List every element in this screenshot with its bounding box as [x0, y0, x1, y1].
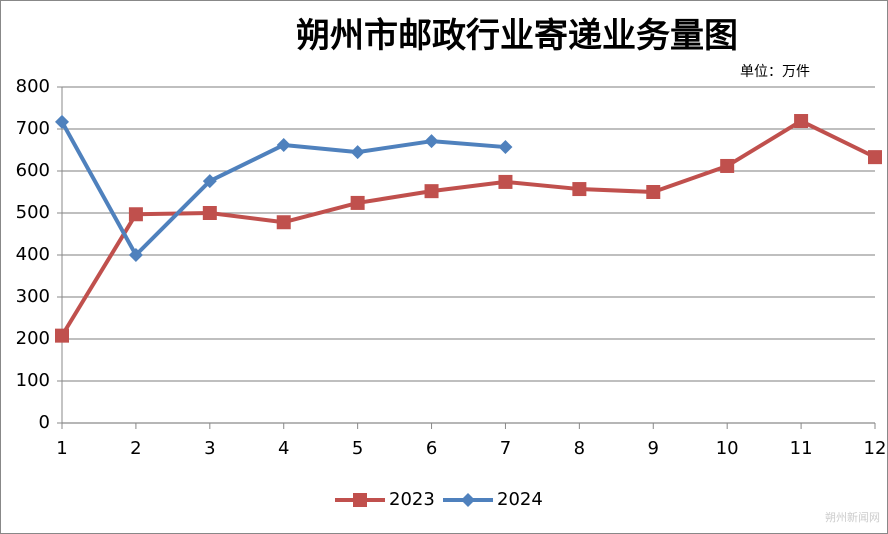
x-tick-label: 10: [716, 438, 739, 459]
x-tick-label: 6: [426, 438, 437, 459]
point: [128, 248, 143, 262]
point: [276, 137, 291, 152]
point: [350, 145, 365, 160]
point: [868, 150, 882, 165]
x-tick-label: 5: [352, 438, 363, 459]
point: [498, 174, 513, 189]
y-tick-label: 800: [16, 76, 50, 97]
point: [794, 114, 809, 129]
x-tick-label: 2: [130, 438, 141, 459]
y-tick-label: 500: [16, 202, 50, 223]
y-tick-label: 200: [16, 328, 50, 349]
y-tick-label: 600: [16, 160, 50, 181]
x-tick-label: 4: [278, 438, 289, 459]
legend-label: 2023: [389, 489, 435, 510]
x-tick-label: 8: [574, 438, 585, 459]
y-tick-label: 300: [16, 286, 50, 307]
x-tick-label: 11: [790, 438, 813, 459]
point: [202, 206, 217, 220]
line: [60, 119, 876, 337]
y-tick-label: 400: [16, 244, 50, 265]
legend-marker: [353, 493, 367, 507]
point: [572, 182, 587, 197]
chart-title: 朔州市邮政行业寄递业务量图: [296, 16, 738, 56]
legend-label: 2024: [497, 489, 543, 510]
point: [720, 158, 735, 173]
x-tick-label: 9: [648, 438, 659, 459]
point: [646, 185, 661, 199]
point: [202, 174, 217, 189]
point: [424, 134, 439, 149]
point: [55, 328, 69, 343]
point: [424, 184, 439, 199]
point: [276, 215, 291, 230]
y-tick-label: 100: [16, 370, 50, 391]
point: [55, 114, 69, 129]
legend-marker: [461, 493, 475, 507]
y-tick-label: 700: [16, 118, 50, 139]
x-tick-label: 3: [204, 438, 215, 459]
x-tick-label: 12: [864, 438, 887, 459]
x-tick-label: 7: [500, 438, 511, 459]
point: [498, 140, 513, 155]
chart-subtitle: 单位：万件: [740, 64, 810, 80]
watermark: 朔州新闻网: [825, 510, 880, 524]
point: [350, 195, 365, 210]
x-tick-label: 1: [56, 438, 67, 459]
y-tick-label: 0: [39, 412, 50, 433]
point: [128, 207, 143, 222]
